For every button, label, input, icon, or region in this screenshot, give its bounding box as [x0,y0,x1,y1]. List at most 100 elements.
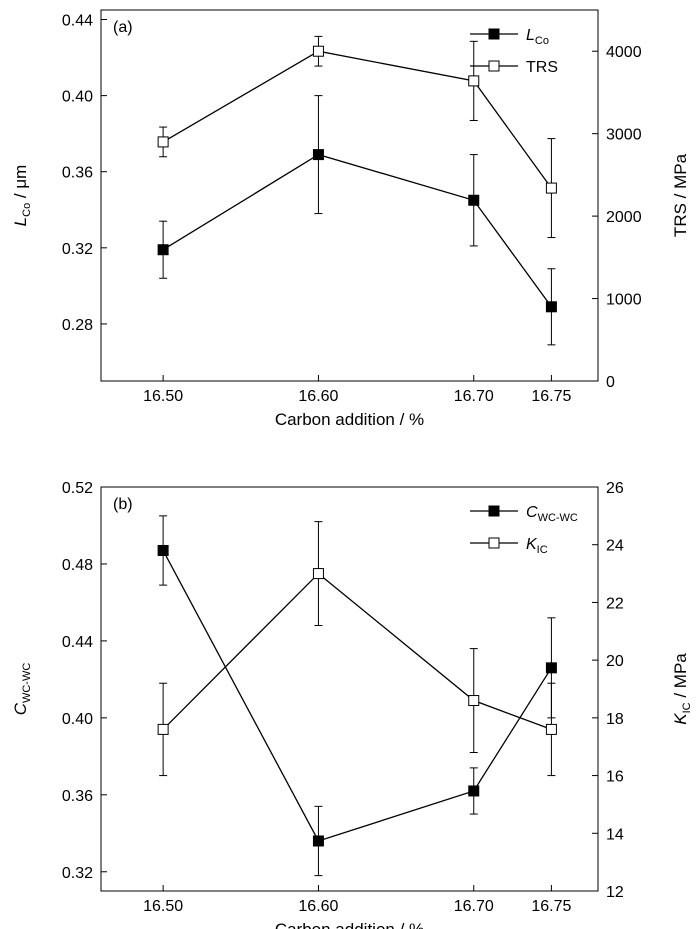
x-tick-label: 16.50 [143,388,183,405]
plot-frame [100,486,599,892]
legend-label: CWC-WC [526,504,578,524]
right-y-axis-label-text: TRS / MPa [671,153,690,237]
left-y-tick-label: 0.36 [62,788,93,805]
left-y-axis-label: LCo / μm [11,165,33,227]
right-y-tick-label: 3000 [606,127,642,144]
right-y-axis-label-text-main: K [671,713,690,725]
left-y-axis-label-text-main: L [11,217,30,226]
right-y-tick-label: 24 [606,538,624,555]
legend-label-main: TRS [526,59,558,76]
series-0 [157,95,557,346]
marker-filled-square [157,544,169,556]
x-tick-label: 16.60 [298,898,338,915]
left-y-tick-label: 0.32 [62,865,93,882]
right-y-tick-label: 14 [606,826,624,843]
legend-marker [488,28,500,40]
marker-open-square [468,75,480,87]
right-y-tick-label: 2000 [606,209,642,226]
series-1 [157,521,557,777]
x-tick-label: 16.70 [454,388,494,405]
x-tick-label: 16.50 [143,898,183,915]
right-y-axis-label-text: KIC / MPa [671,653,693,725]
legend-entry-0: LCo [470,27,549,47]
legend-label-main: L [526,27,535,44]
marker-open-square [157,136,169,148]
right-y-axis-label-text-unit: / MPa [671,653,690,703]
x-tick-label: 16.75 [531,898,571,915]
x-tick-label: 16.75 [531,388,571,405]
right-y-tick-label: 26 [606,480,624,497]
marker-filled-square [468,194,480,206]
left-y-tick-label: 0.44 [62,13,93,30]
marker-filled-square [312,149,324,161]
marker-open-square [545,182,557,194]
right-y-tick-label: 22 [606,595,624,612]
legend-label-sub: Co [535,35,549,47]
right-y-axis-label: KIC / MPa [671,653,693,725]
legend-marker [488,505,500,517]
series-line [162,550,552,842]
right-y-tick-label: 12 [606,884,624,901]
x-tick-label: 16.60 [298,388,338,405]
right-y-tick-label: 16 [606,769,624,786]
legend-label: TRS [526,59,558,76]
plot-frame [100,9,599,382]
left-y-tick-label: 0.36 [62,165,93,182]
left-y-tick-label: 0.28 [62,317,93,334]
left-y-axis-label-text-main: C [11,702,30,715]
right-y-tick-label: 4000 [606,44,642,61]
series-1 [157,35,557,239]
right-y-axis-label-text-sub: IC [681,702,693,713]
panel-tag: (b) [113,496,133,513]
series-line [162,572,552,731]
series-0 [157,515,557,877]
left-y-axis-label-text-unit: / μm [11,165,30,203]
marker-open-square [312,568,324,580]
left-y-axis-label-text: LCo / μm [11,165,33,227]
legend-marker [488,537,500,549]
left-y-tick-label: 0.44 [62,634,93,651]
right-y-tick-label: 0 [606,374,615,391]
marker-filled-square [468,785,480,797]
marker-open-square [312,45,324,57]
legend-entry-0: CWC-WC [470,504,578,524]
left-y-tick-label: 0.32 [62,241,93,258]
legend-label: KIC [526,536,548,556]
series-line [162,153,552,308]
right-y-tick-label: 20 [606,653,624,670]
left-y-tick-label: 0.52 [62,480,93,497]
marker-filled-square [312,835,324,847]
legend-label-main: K [526,536,538,553]
right-y-tick-label: 18 [606,711,624,728]
x-tick-label: 16.70 [454,898,494,915]
chart-panel-b: 16.50 16.60 16.70 16.75 Carbon addition / % 0… [11,480,693,929]
legend-entry-1: KIC [470,536,548,556]
left-y-tick-label: 0.40 [62,711,93,728]
left-y-axis-label-text: CWC-WC [11,663,33,716]
x-axis-label: Carbon addition / % [275,410,424,429]
legend-entry-1: TRS [470,59,558,76]
left-y-axis-label-text-sub: Co [21,203,33,217]
series-line [162,50,552,189]
legend-label-main: C [526,504,538,521]
legend-label-sub: IC [537,544,548,556]
legend-marker [488,60,500,72]
left-y-tick-label: 0.40 [62,89,93,106]
right-y-tick-label: 1000 [606,292,642,309]
marker-filled-square [157,244,169,256]
left-y-tick-label: 0.48 [62,557,93,574]
marker-open-square [468,695,480,707]
right-y-axis-label: TRS / MPa [671,153,690,237]
left-y-axis-label-text-sub: WC-WC [21,663,33,703]
legend-label: LCo [526,27,549,47]
chart-panel-a: 16.50 16.60 16.70 16.75 Carbon addition / % 0… [11,9,690,429]
panel-tag: (a) [113,19,133,36]
marker-open-square [545,723,557,735]
marker-filled-square [545,301,557,313]
legend-label-sub: WC-WC [538,512,578,524]
marker-filled-square [545,662,557,674]
left-y-axis-label: CWC-WC [11,663,33,716]
x-axis-label: Carbon addition / % [275,920,424,929]
marker-open-square [157,723,169,735]
